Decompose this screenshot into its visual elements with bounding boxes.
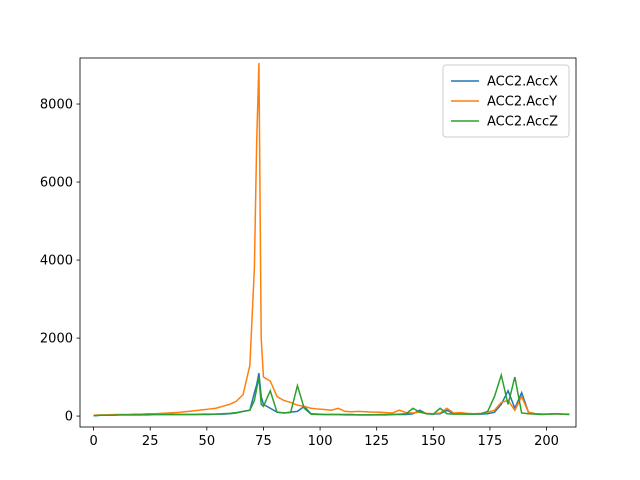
data-line [93, 373, 570, 417]
y-tick-label: 4000 [40, 254, 73, 269]
y-tick-label: 0 [65, 410, 73, 425]
x-tick-label: 200 [534, 434, 559, 449]
plot-frame [79, 57, 577, 428]
legend-label: ACC2.AccZ [487, 115, 558, 130]
legend-box [442, 64, 570, 138]
legend-label: ACC2.AccX [487, 75, 558, 90]
x-tick-label: 0 [89, 434, 97, 449]
x-tick-label: 125 [364, 434, 389, 449]
data-line [93, 372, 570, 417]
x-tick-label: 25 [142, 434, 159, 449]
x-tick-label: 75 [255, 434, 272, 449]
x-tick-label: 100 [308, 434, 333, 449]
x-tick-label: 175 [478, 434, 503, 449]
x-tick-label: 150 [421, 434, 446, 449]
y-tick-label: 8000 [40, 98, 73, 113]
y-tick-label: 6000 [40, 176, 73, 191]
legend-label: ACC2.AccY [487, 95, 557, 110]
y-tick-label: 2000 [40, 332, 73, 347]
x-tick-label: 50 [199, 434, 216, 449]
